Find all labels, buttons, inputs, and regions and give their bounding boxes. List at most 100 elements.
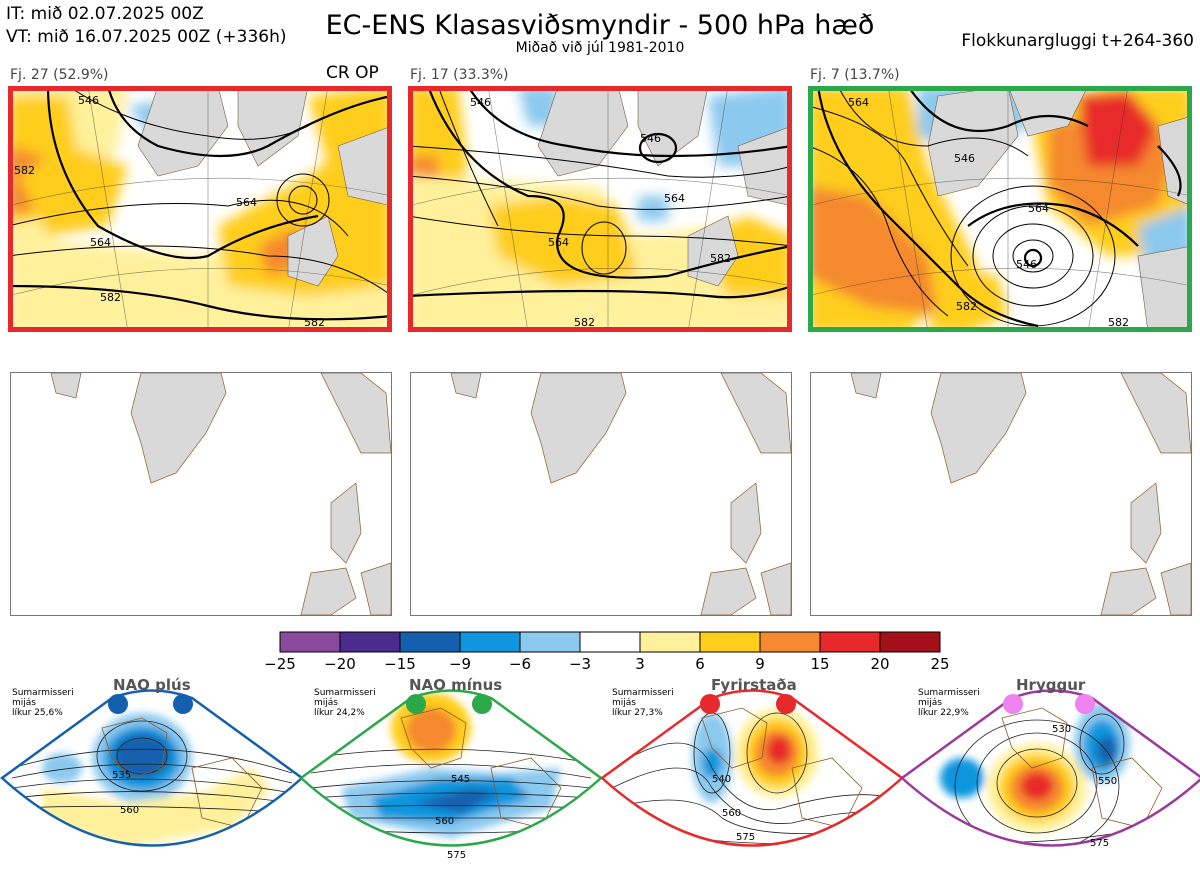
cluster-3-contour-4: 564 — [848, 96, 869, 109]
cluster-2-contour-4: 564 — [548, 236, 569, 249]
regime-ridge: 530 550 575 — [900, 689, 1200, 849]
cluster-2-contour-1: 546 — [640, 132, 661, 145]
cluster-3-frame — [808, 86, 1192, 332]
colorbar-tick-label: −25 — [265, 655, 296, 673]
cluster-3-contour-5: 582 — [956, 300, 977, 313]
colorbar-tick-label: 15 — [810, 655, 829, 673]
regime-2-frame — [299, 689, 603, 847]
regime-3-info: Sumarmisseri mijás líkur 27,3% — [612, 688, 674, 718]
regime-3-period: mijás — [612, 698, 636, 708]
colorbar-segment — [339, 631, 401, 653]
regime-3-contour-1: 540 — [712, 774, 731, 785]
cluster-1-contour-1: 546 — [78, 94, 99, 107]
colorbar-segment — [579, 631, 641, 653]
colorbar-tick-label: 25 — [930, 655, 949, 673]
regime-3-dot-right — [776, 694, 796, 714]
colorbar-tick-label: −6 — [509, 655, 531, 673]
page-subtitle: Miðað við júl 1981-2010 — [515, 40, 685, 56]
empty-map-3 — [810, 372, 1192, 616]
colorbar-segment — [519, 631, 581, 653]
regime-4-dot-left — [1003, 694, 1023, 714]
page-title: EC-ENS Klasasviðsmyndir - 500 hPa hæð — [325, 10, 875, 41]
regime-1-season: Sumarmisseri — [12, 688, 74, 698]
regime-3-contour-2: 560 — [722, 808, 741, 819]
cluster-3-contour-2: 546 — [954, 152, 975, 165]
regime-1-dot-right — [173, 694, 193, 714]
cluster-1-label: Fj. 27 (52.9%) — [10, 67, 109, 83]
cluster-3-contour-1: 546 — [1016, 258, 1037, 271]
regime-3-frame — [600, 689, 904, 847]
colorbar-segment — [759, 631, 821, 653]
colorbar-tick-label: 9 — [755, 655, 765, 673]
colorbar-tick-label: 6 — [695, 655, 705, 673]
cluster-3-contour-3: 564 — [1028, 202, 1049, 215]
regime-2-info: Sumarmisseri mijás líkur 24,2% — [314, 688, 376, 718]
regime-2-contour-1: 545 — [451, 774, 470, 785]
regime-4-frame — [900, 689, 1200, 847]
cluster-1-contour-6: 582 — [304, 316, 325, 329]
regime-2-likelihood: líkur 24,2% — [314, 708, 365, 718]
colorbar-tick-label: 20 — [870, 655, 889, 673]
valid-time: VT: mið 16.07.2025 00Z (+336h) — [6, 27, 287, 47]
regime-2-period: mijás — [314, 698, 338, 708]
regime-1-info: Sumarmisseri mijás líkur 25,6% — [12, 688, 74, 718]
regime-4-season: Sumarmisseri — [918, 688, 980, 698]
colorbar-segment — [819, 631, 881, 653]
regime-row: 535 560 — [0, 678, 1200, 871]
colorbar-tick-label: −20 — [324, 655, 356, 673]
regime-4-info: Sumarmisseri mijás líkur 22,9% — [918, 688, 980, 718]
cluster-1-contour-3: 564 — [90, 236, 111, 249]
regime-2-contour-3: 575 — [447, 850, 466, 861]
regime-3-title: Fyrirstaða — [711, 676, 797, 694]
colorbar-tick-label: −3 — [569, 655, 591, 673]
regime-4-title: Hryggur — [1016, 676, 1086, 694]
regime-1-contour-2: 560 — [120, 805, 139, 816]
colorbar-tick-label: −9 — [449, 655, 471, 673]
cluster-1-contour-4: 582 — [14, 164, 35, 177]
regime-2-dot-left — [406, 694, 426, 714]
regime-4-contour-1: 530 — [1052, 724, 1071, 735]
cluster-1-tag: CR OP — [326, 63, 379, 83]
regime-1-title: NAO plús — [113, 676, 191, 694]
regime-4-likelihood: líkur 22,9% — [918, 708, 969, 718]
colorbar-segment — [879, 631, 941, 653]
regime-2-contour-2: 560 — [435, 816, 454, 827]
cluster-1-contour-5: 582 — [100, 291, 121, 304]
classification-window: Flokkunargluggi t+264-360 — [961, 31, 1194, 51]
regime-2-dot-right — [472, 694, 492, 714]
cluster-2-label: Fj. 17 (33.3%) — [410, 67, 509, 83]
colorbar-tick-label: −15 — [384, 655, 416, 673]
regime-1-period: mijás — [12, 698, 36, 708]
regime-3-dot-left — [700, 694, 720, 714]
cluster-2-contour-5: 582 — [710, 252, 731, 265]
cluster-2-contour-3: 564 — [664, 192, 685, 205]
regime-4-period: mijás — [918, 698, 942, 708]
colorbar-segment — [639, 631, 701, 653]
colorbar-segment — [399, 631, 461, 653]
init-time: IT: mið 02.07.2025 00Z — [6, 4, 204, 24]
regime-2-season: Sumarmisseri — [314, 688, 376, 698]
cluster-2-contour-2: 546 — [470, 96, 491, 109]
colorbar-segment — [699, 631, 761, 653]
cluster-2-frame — [408, 86, 792, 332]
regime-1-frame — [0, 689, 304, 847]
regime-4-contour-3: 575 — [1090, 838, 1109, 849]
regime-4-dot-right — [1075, 694, 1095, 714]
regime-3-contour-3: 575 — [736, 832, 755, 843]
regime-2-title: NAO mínus — [409, 676, 503, 694]
cluster-1-frame — [8, 86, 392, 332]
cluster-2-contour-6: 582 — [574, 316, 595, 329]
colorbar-segment — [459, 631, 521, 653]
empty-map-2 — [410, 372, 792, 616]
regime-3-likelihood: líkur 27,3% — [612, 708, 663, 718]
cluster-1-map: 546 564 564 582 582 582 — [8, 86, 392, 332]
cluster-3-contour-6: 582 — [1108, 316, 1129, 329]
regime-1-dot-left — [108, 694, 128, 714]
cluster-2-map: 546 546 564 564 582 582 — [408, 86, 792, 332]
regime-3-season: Sumarmisseri — [612, 688, 674, 698]
colorbar-segment — [279, 631, 341, 653]
colorbar: −25 −20 −15 −9 −6 −3 3 6 9 15 20 25 — [265, 630, 960, 675]
cluster-3-label: Fj. 7 (13.7%) — [810, 67, 900, 83]
regime-4-contour-2: 550 — [1098, 776, 1117, 787]
regime-1-contour-1: 535 — [112, 770, 131, 781]
